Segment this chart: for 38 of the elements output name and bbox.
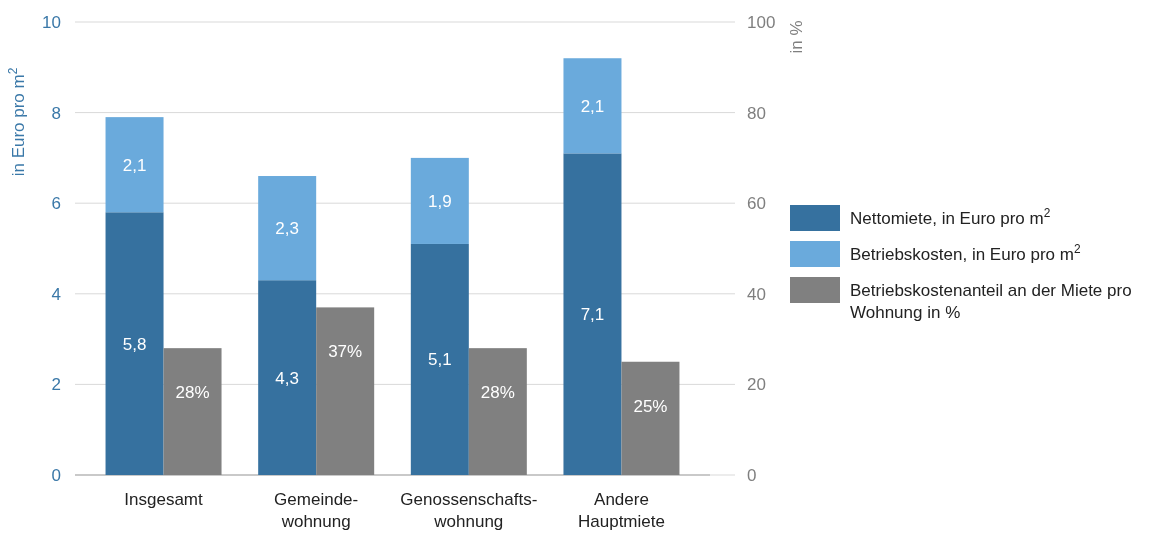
x-tick-label: Genossenschafts- wohnung (400, 490, 538, 531)
bar (105, 117, 164, 213)
bar (105, 212, 164, 475)
data-label: 37% (328, 342, 363, 362)
data-label: 28% (175, 383, 210, 403)
y-tick-label: 6 (51, 194, 61, 214)
data-label: 2,1 (122, 155, 147, 175)
y2-tick-label: 100 (747, 12, 776, 32)
x-tick-label: Insgesamt (124, 490, 204, 509)
y-tick-label: 10 (42, 12, 61, 32)
y2-tick-label: 60 (747, 194, 766, 214)
x-tick-label: Andere Hauptmiete (578, 490, 665, 531)
data-label: 25% (633, 396, 668, 416)
data-label: 2,3 (275, 219, 299, 239)
y2-tick-label: 80 (747, 103, 766, 123)
data-label: 5,8 (122, 334, 147, 354)
y-tick-label: 0 (51, 465, 61, 485)
data-label: 4,3 (275, 368, 299, 388)
y-tick-label: 8 (51, 103, 61, 123)
legend-label: Betriebskostenanteil an der Miete pro Wohnung in % (850, 281, 1132, 322)
y-tick-label: 4 (51, 284, 61, 304)
y2-tick-label: 20 (747, 375, 766, 395)
y2-tick-label: 0 (747, 465, 757, 485)
legend-label: Nettomiete, in Euro pro m$^{2}$ (850, 206, 1051, 228)
bar (563, 153, 622, 475)
bar (258, 176, 317, 281)
y2-axis-title: in % (787, 20, 806, 54)
x-tick-label: Gemeinde- wohnung (274, 490, 359, 531)
y-tick-label: 2 (51, 375, 61, 395)
data-label: 2,1 (580, 96, 605, 116)
data-label: 28% (480, 383, 515, 403)
bar (563, 58, 622, 154)
legend-label: Betriebskosten, in Euro pro m$^{2}$ (850, 242, 1081, 264)
data-label: 5,1 (428, 350, 452, 370)
bar (410, 157, 469, 244)
data-label: 7,1 (580, 305, 605, 325)
data-label: 1,9 (428, 191, 452, 211)
y2-tick-label: 40 (747, 284, 766, 304)
